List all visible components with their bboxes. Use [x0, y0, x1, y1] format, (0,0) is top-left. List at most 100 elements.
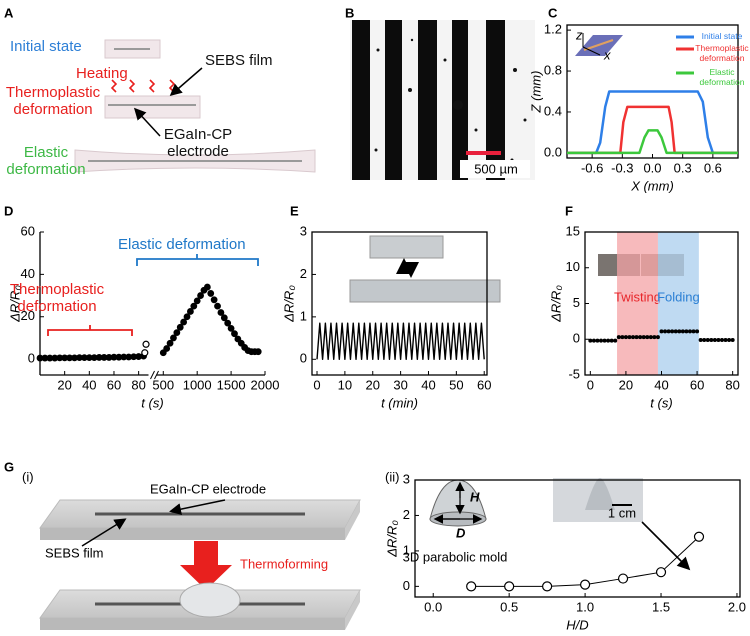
data-point [579, 579, 591, 590]
data-point [693, 531, 705, 542]
data-point [616, 335, 621, 340]
y-tick-label: 0 [300, 351, 307, 366]
data-point [702, 337, 707, 342]
bracket [136, 254, 259, 266]
data-point [217, 309, 225, 316]
annotation: D [456, 525, 466, 540]
plot-frame [414, 479, 741, 598]
micrograph [350, 20, 535, 180]
region-label: Folding [657, 289, 700, 304]
x-tick-label: 0.0 [643, 160, 661, 175]
data-point [634, 335, 639, 340]
x-tick-label: 60 [690, 377, 704, 392]
x-tick-label: 30 [393, 377, 407, 392]
x-tick-label: -0.3 [611, 160, 633, 175]
y-tick-label: 0.4 [544, 103, 562, 118]
y-axis-label: Z (mm) [528, 71, 543, 114]
axis-break [154, 370, 159, 380]
panel-label: F [565, 203, 573, 218]
data-point [730, 337, 735, 342]
data-point [709, 337, 714, 342]
legend-label: Initial state [701, 31, 743, 41]
y-tick-label: -5 [568, 366, 580, 381]
data-point [680, 329, 685, 334]
data-point [227, 324, 235, 332]
x-tick-label: 20 [366, 377, 380, 392]
panel-label: E [290, 203, 299, 218]
data-point [638, 335, 643, 340]
x-tick-label: 20 [619, 377, 633, 392]
x-tick-label: 60 [107, 377, 121, 392]
data-point [670, 329, 675, 334]
data-point [609, 338, 614, 343]
data-point [602, 338, 607, 343]
data-line [567, 129, 738, 155]
annotation: 3D parabolic mold [403, 549, 508, 564]
data-point [648, 335, 653, 340]
panel-sublabel: (ii) [385, 469, 399, 484]
data-point [166, 339, 174, 347]
y-tick-label: 20 [21, 308, 35, 323]
data-point [606, 338, 611, 343]
data-point [695, 329, 700, 334]
data-point [663, 329, 668, 334]
data-point [655, 335, 660, 340]
x-tick-label: -0.6 [581, 160, 603, 175]
x-tick-label: 0.3 [674, 160, 692, 175]
x-axis-label: X (mm) [630, 178, 674, 193]
data-point [231, 330, 238, 338]
x-axis-label: t (s) [141, 395, 163, 410]
data-point [254, 348, 262, 356]
data-point [659, 329, 664, 334]
data-point [159, 349, 167, 357]
x-tick-label: 0.5 [500, 599, 518, 614]
data-point [193, 297, 201, 305]
x-tick-label: 2.0 [728, 599, 746, 614]
x-tick-label: 60 [477, 377, 491, 392]
axis-break [150, 370, 155, 380]
data-point [684, 329, 689, 334]
data-point [595, 338, 600, 343]
data-point [666, 329, 671, 334]
data-line [567, 105, 738, 155]
data-point [588, 338, 593, 343]
data-point [591, 338, 596, 343]
data-point [466, 581, 477, 592]
x-tick-label: 40 [654, 377, 668, 392]
data-point [141, 349, 149, 357]
data-point [641, 335, 646, 340]
data-point [623, 335, 628, 340]
data-point [180, 318, 188, 326]
label-electrode: EGaIn-CP electrode [163, 126, 233, 160]
data-point [698, 337, 703, 342]
panel-sublabel: (i) [22, 469, 34, 484]
y-tick-label: 2 [300, 266, 307, 281]
region-label: Twisting [614, 289, 661, 304]
x-tick-label: 0.0 [424, 599, 442, 614]
data-point [716, 337, 721, 342]
data-point [203, 283, 211, 291]
x-tick-label: 1.5 [652, 599, 670, 614]
y-axis-label: ΔR/R₀ [384, 520, 399, 558]
x-tick-label: 10 [338, 377, 352, 392]
data-point [237, 339, 245, 347]
y-tick-label: 3 [300, 223, 307, 238]
data-point [214, 302, 221, 310]
data-point [234, 335, 242, 343]
x-tick-label: 1000 [183, 377, 212, 392]
data-point [599, 338, 604, 343]
data-point [173, 329, 181, 337]
y-tick-label: 15 [566, 223, 580, 238]
chart-c-inset [575, 33, 623, 56]
y-tick-label: 2 [403, 507, 410, 522]
data-point [220, 314, 228, 322]
panel-g-art [39, 499, 361, 630]
y-tick-label: 60 [21, 223, 35, 238]
x-tick-label: 80 [725, 377, 739, 392]
scale-bar-label: 500 µm [474, 161, 518, 176]
y-tick-label: 1 [300, 308, 307, 323]
y-tick-label: 0 [573, 331, 580, 346]
x-tick-label: 1500 [217, 377, 246, 392]
inset-axis-label: z [575, 27, 583, 42]
